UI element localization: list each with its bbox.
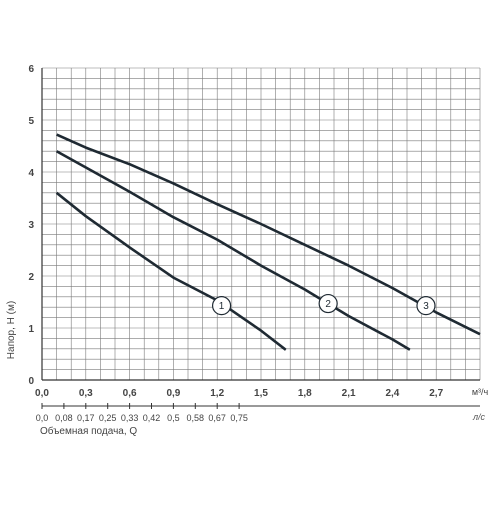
x-axis-label: Объемная подача, Q: [40, 425, 137, 437]
axes: [41, 68, 480, 409]
y-axis-label: Напор, Н (м): [6, 301, 17, 359]
y-tick-label: 3: [28, 220, 34, 231]
x-tick-label: 1,5: [254, 388, 268, 399]
curve-labels: 1 2 3: [211, 293, 436, 316]
curve-1: [55, 191, 287, 351]
tick-labels: 0 1 2 3 4 5 6 0,0 0,3 0,6 0,9 1,2 1,5 1,8 2,1 2,4 2,7 0,0…: [28, 64, 443, 423]
curve-label-1: 1: [219, 301, 225, 312]
x2-tick-label: 0,5: [167, 413, 180, 423]
curve-marker-1: [211, 296, 232, 316]
curve-3: [56, 133, 481, 336]
x2-tick-label: 0,33: [121, 413, 139, 423]
y-tick-label: 2: [28, 272, 34, 283]
x-tick-label: 2,1: [342, 388, 356, 399]
x-tick-label: 2,4: [385, 388, 399, 399]
x2-tick-label: 0,42: [143, 413, 161, 423]
curve-marker-2: [318, 293, 338, 314]
x-tick-label: 1,2: [210, 388, 224, 399]
x2-tick-label: 0,25: [99, 413, 117, 423]
grid: [41, 67, 481, 381]
curve-label-3: 3: [423, 301, 429, 312]
x-axis-unit: м³/ч: [472, 387, 489, 397]
y-tick-label: 4: [28, 168, 34, 179]
x2-tick-label: 0,75: [230, 413, 248, 423]
x2-axis-unit: л/с: [472, 412, 486, 422]
x2-tick-label: 0,08: [55, 413, 73, 423]
x-tick-label: 1,8: [298, 388, 312, 399]
x-tick-label: 0,3: [79, 388, 93, 399]
x2-tick-label: 0,67: [208, 413, 226, 423]
x2-tick-label: 0,58: [187, 413, 205, 423]
x2-tick-label: 0,17: [77, 413, 95, 423]
y-tick-label: 5: [28, 116, 34, 127]
y-tick-label: 6: [28, 64, 34, 75]
x-tick-label: 0,0: [35, 388, 49, 399]
y-tick-label: 0: [28, 376, 34, 387]
curve-label-2: 2: [325, 299, 331, 310]
x2-tick-label: 0,0: [36, 413, 49, 423]
curve-marker-3: [416, 296, 436, 316]
x-tick-label: 0,6: [123, 388, 137, 399]
curve-2: [55, 150, 411, 351]
x-tick-label: 0,9: [166, 388, 180, 399]
curves: [55, 133, 481, 351]
x-tick-label: 2,7: [429, 388, 443, 399]
y-tick-label: 1: [28, 324, 34, 335]
